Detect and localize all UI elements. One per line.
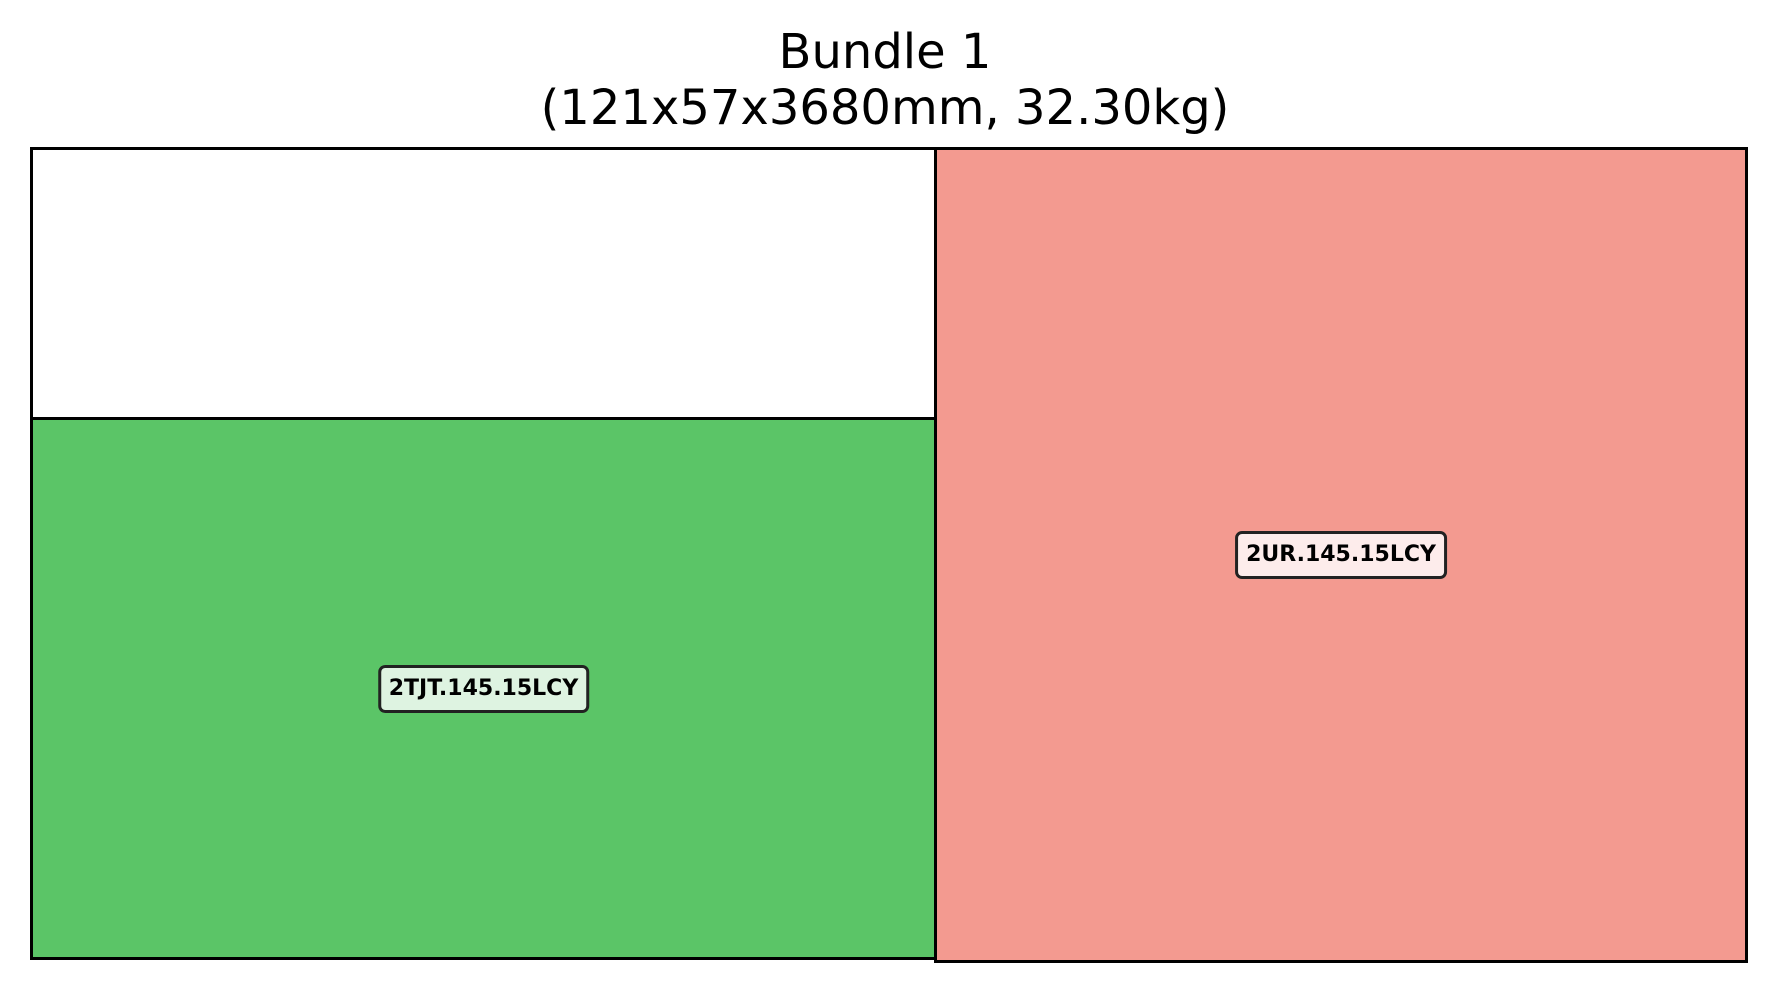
bundle-dimensions-subtitle: (121x57x3680mm, 32.30kg) <box>540 80 1230 136</box>
piece-label: 2UR.145.15LCY <box>1235 531 1447 579</box>
bundle-outline: 2TJT.145.15LCY 2UR.145.15LCY <box>30 147 1748 963</box>
empty-space <box>33 150 937 422</box>
piece-label: 2TJT.145.15LCY <box>377 664 590 713</box>
bundle-title: Bundle 1 <box>778 24 992 80</box>
piece-2ur: 2UR.145.15LCY <box>934 147 1748 963</box>
piece-2tjt: 2TJT.145.15LCY <box>30 417 937 960</box>
